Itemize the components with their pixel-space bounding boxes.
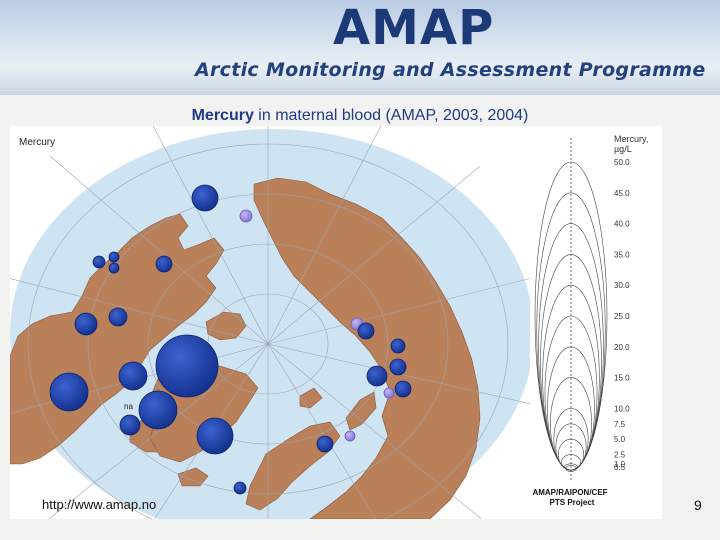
map-label: Mercury: [19, 137, 55, 148]
legend-tick-label: 30.0: [614, 281, 630, 290]
legend-tick-label: 0.5: [614, 463, 626, 472]
marker-site: [108, 307, 128, 327]
legend-tick-label: 2.5: [614, 451, 626, 460]
marker-site: [233, 481, 247, 495]
marker-site: [155, 255, 173, 273]
marker-site: [49, 372, 89, 412]
amap-logo: AMAP: [333, 0, 495, 56]
marker-site: [155, 334, 219, 398]
marker-site: [383, 387, 395, 399]
footer-url[interactable]: http://www.amap.no: [42, 497, 157, 512]
banner-subtitle: Arctic Monitoring and Assessment Program…: [195, 59, 706, 81]
slide-title-rest: in maternal blood (AMAP, 2003, 2004): [253, 107, 529, 124]
legend-tick-label: 7.5: [614, 420, 626, 429]
legend-credit-1: AMAP/RAIPON/CEF: [532, 488, 607, 497]
legend-tick-label: 25.0: [614, 312, 630, 321]
legend-tick-label: 50.0: [614, 158, 630, 167]
legend-tick-label: 45.0: [614, 189, 630, 198]
marker-site: [119, 414, 141, 436]
land-scandinavia: [245, 421, 341, 511]
legend-tick-label: 1.0: [614, 460, 626, 469]
land-eurasia: [253, 177, 481, 519]
legend-tick-label: 35.0: [614, 250, 630, 259]
legend-credit-2: PTS Project: [550, 498, 595, 507]
marker-site: [108, 262, 120, 274]
marker-site: [138, 390, 178, 430]
marker-site: [118, 361, 148, 391]
marker-site: [394, 380, 412, 398]
page-number: 9: [694, 497, 702, 513]
mercury-map-figure: Mercury na Mercury, µg/L 50.0 45.0 40.0 35.…: [10, 126, 662, 519]
marker-site: [196, 417, 234, 455]
site-label: na: [124, 402, 133, 411]
slide-title-bold: Mercury: [191, 107, 254, 124]
slide-title: Mercury in maternal blood (AMAP, 2003, 2…: [0, 107, 720, 125]
marker-site: [357, 322, 375, 340]
legend-title: Mercury,: [614, 134, 648, 144]
legend-tick-label: 5.0: [614, 435, 626, 444]
graticule: [10, 126, 530, 519]
marker-site: [344, 430, 356, 442]
land-iceland: [177, 467, 209, 487]
marker-site: [366, 365, 388, 387]
marker-site: [239, 209, 253, 223]
legend-unit: µg/L: [614, 144, 632, 154]
marker-site: [92, 255, 106, 269]
marker-site: [191, 184, 219, 212]
marker-site: [108, 251, 120, 263]
legend-tick-label: 20.0: [614, 343, 630, 352]
size-legend: Mercury, µg/L 50.0 45.0 40.0 35.0 30.0 25.0 20…: [530, 126, 662, 519]
marker-site: [74, 312, 98, 336]
mercury-markers: [49, 184, 412, 495]
amap-banner: AMAP Arctic Monitoring and Assessment Pr…: [0, 0, 720, 95]
marker-site: [390, 338, 406, 354]
arctic-map: Mercury na Mercury, µg/L 50.0 45.0 40.0 35.…: [10, 126, 662, 519]
marker-site: [316, 435, 334, 453]
legend-tick-label: 15.0: [614, 374, 630, 383]
marker-site: [389, 358, 407, 376]
legend-tick-label: 40.0: [614, 220, 630, 229]
legend-tick-label: 10.0: [614, 404, 630, 413]
